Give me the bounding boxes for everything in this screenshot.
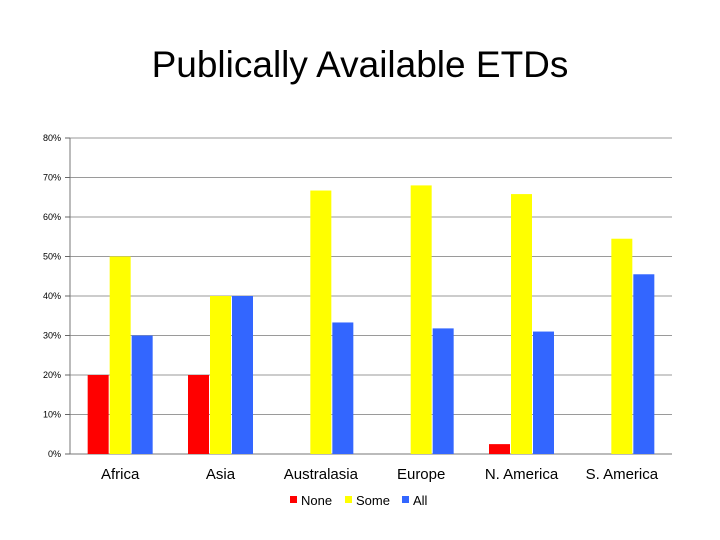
bar-some-2 [310, 190, 332, 454]
gridlines [69, 137, 672, 455]
bar-all-3 [432, 328, 454, 454]
chart-title: Publically Available ETDs [151, 44, 569, 85]
x-axis-categories: Africa Asia Australasia Europe N. America S. … [101, 466, 659, 483]
bar-none-0 [87, 375, 109, 454]
bar-none-1 [188, 375, 209, 454]
legend-swatch-some [345, 496, 352, 503]
x-category-label: S. America [586, 466, 659, 483]
y-tick-label: 80% [43, 133, 61, 143]
bar-all-5 [633, 274, 655, 454]
y-tick-label: 10% [43, 410, 61, 420]
y-tick-label: 70% [43, 173, 61, 183]
bar-none-4 [489, 444, 510, 454]
bar-some-5 [611, 238, 633, 454]
x-category-label: N. America [485, 466, 559, 483]
legend-label-none: None [301, 493, 332, 508]
legend-label-some: Some [356, 493, 390, 508]
y-tick-label: 30% [43, 331, 61, 341]
bar-all-1 [232, 296, 253, 454]
x-category-label: Europe [397, 466, 445, 483]
legend: None Some All [290, 493, 428, 508]
y-tick-label: 0% [48, 449, 61, 459]
y-tick-label: 20% [43, 370, 61, 380]
bar-all-0 [131, 335, 153, 454]
y-tick-label: 60% [43, 212, 61, 222]
y-tick-label: 40% [43, 291, 61, 301]
bar-all-4 [533, 331, 554, 454]
bar-some-4 [511, 194, 532, 454]
y-tick-label: 50% [43, 252, 61, 262]
legend-label-all: All [413, 493, 428, 508]
y-axis-ticks: 0% 10% 20% 30% 40% 50% 60% 70% 80% [43, 133, 70, 459]
legend-swatch-all [402, 496, 409, 503]
legend-swatch-none [290, 496, 297, 503]
x-category-label: Australasia [284, 466, 359, 483]
bar-some-1 [210, 296, 231, 454]
bar-all-2 [332, 322, 354, 454]
bar-some-0 [109, 256, 131, 454]
x-category-label: Asia [206, 466, 236, 483]
bar-some-3 [410, 185, 432, 454]
bars [87, 185, 655, 454]
x-category-label: Africa [101, 466, 140, 483]
